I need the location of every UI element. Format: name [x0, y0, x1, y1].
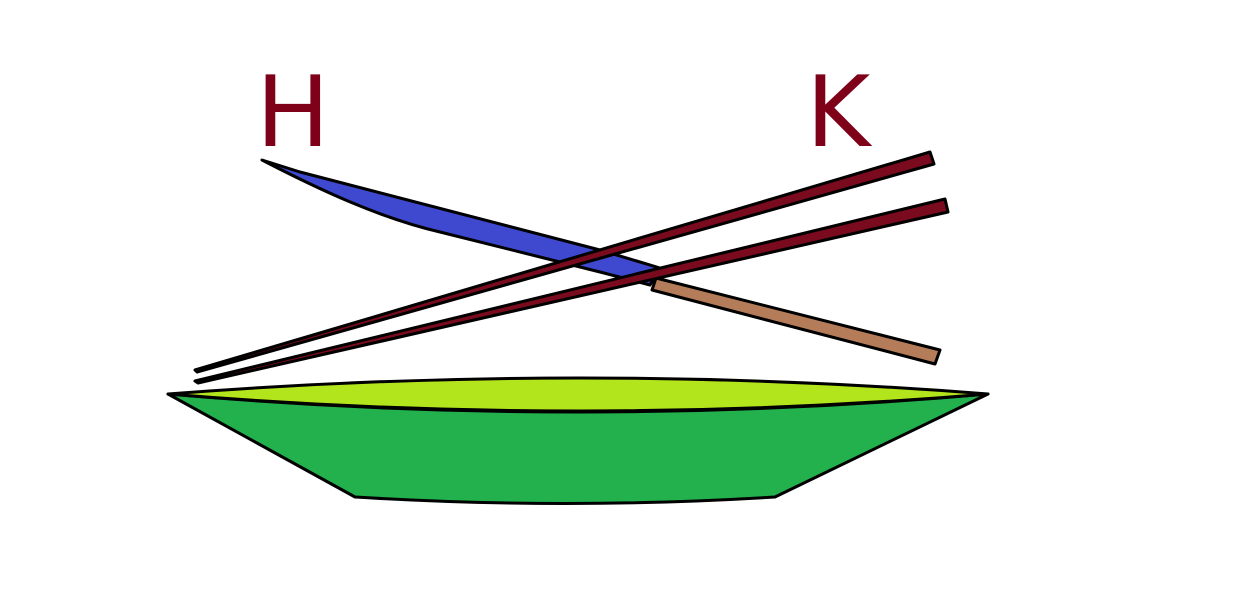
bowl-rim	[166, 376, 990, 413]
label-h: H	[256, 56, 330, 170]
chopstick-upper	[193, 150, 936, 374]
chopstick-lower	[193, 197, 950, 385]
spoon-blade	[260, 158, 662, 287]
label-k: K	[806, 56, 871, 170]
spoon-handle	[650, 276, 942, 366]
